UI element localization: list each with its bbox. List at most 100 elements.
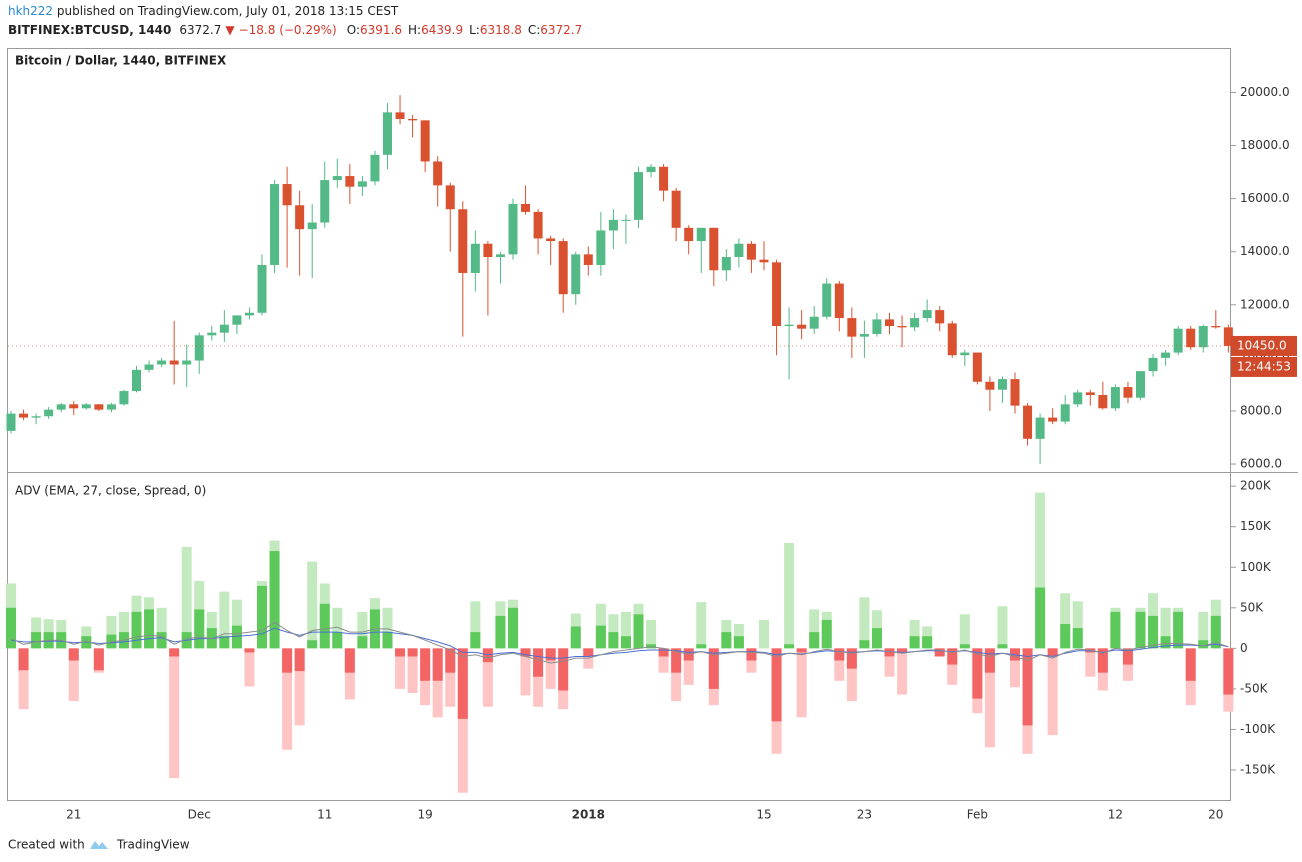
adv-bar [395, 648, 406, 689]
adv-bar [344, 648, 355, 673]
last-price-box [1231, 335, 1297, 356]
y-tick-label: 100K [1240, 560, 1272, 574]
author[interactable]: hkh222 [8, 4, 53, 18]
y-tick-label: 200K [1240, 479, 1272, 493]
candle-body [533, 211, 543, 239]
adv-bar [809, 632, 820, 649]
candle-body [558, 241, 568, 295]
adv-bar [169, 648, 180, 657]
adv-bar [721, 632, 732, 649]
candle-body [583, 254, 593, 265]
adv-bar [231, 625, 242, 649]
adv-bar [671, 648, 682, 673]
candle-body [94, 404, 104, 410]
candle-body [960, 352, 970, 356]
adv-bar [759, 619, 769, 649]
candle-body [169, 360, 179, 365]
adv-bar [1047, 648, 1058, 736]
adv-bar [558, 648, 569, 691]
candle-body [1110, 387, 1120, 409]
adv-bar [332, 632, 343, 649]
adv-bar [156, 632, 167, 649]
x-tick-label: Dec [188, 808, 211, 822]
adv-bar [282, 648, 293, 673]
adv-bar [282, 648, 293, 750]
adv-bar [382, 632, 393, 649]
candle-body [307, 222, 317, 230]
adv-bar [445, 648, 456, 673]
candle-body [119, 391, 129, 405]
candle-body [132, 369, 141, 392]
candle-body [1136, 371, 1145, 398]
y-tick-label: 8000.0 [1240, 403, 1282, 417]
candle-body [244, 312, 254, 316]
adv-bar [244, 648, 255, 687]
brand[interactable]: TradingView [116, 838, 190, 852]
adv-bar [93, 648, 104, 671]
adv-bar [1085, 648, 1096, 677]
adv-bar [1060, 624, 1071, 649]
adv-bar [570, 626, 581, 649]
adv-bar [1097, 648, 1108, 673]
main-pane-title: Bitcoin / Dollar, 1440, BITFINEX [15, 54, 227, 68]
adv-bar [470, 632, 481, 649]
adv-bar [520, 648, 531, 657]
symbol: BITFINEX:BTCUSD, 1440 [8, 23, 171, 37]
x-tick-label: 11 [317, 808, 332, 822]
candle-body [1073, 392, 1083, 405]
adv-bar [1210, 615, 1221, 649]
adv-bar [871, 628, 882, 649]
y-tick-label: 50K [1240, 600, 1264, 614]
candle-body [759, 259, 769, 263]
adv-bar [1160, 607, 1171, 649]
adv-bar [1148, 615, 1159, 649]
adv-bar [118, 611, 129, 649]
adv-bar [897, 648, 908, 653]
candle-body [746, 243, 756, 260]
adv-bar [169, 648, 180, 779]
y-tick-label: -100K [1240, 722, 1276, 736]
candle-body [282, 184, 292, 206]
adv-bar [984, 648, 995, 748]
adv-bar [608, 632, 619, 649]
adv-bar [796, 648, 807, 653]
last: 6372.7 [179, 23, 221, 37]
adv-bar [1122, 648, 1133, 665]
candle-body [6, 413, 16, 431]
adv-bar [231, 599, 242, 649]
candle-body [546, 238, 556, 242]
adv-bar [934, 648, 945, 657]
ohlc-value: 6372.7 [540, 23, 582, 37]
adv-bar [445, 648, 456, 707]
candle-body [721, 257, 731, 271]
candle-body [734, 243, 744, 258]
candle-body [859, 333, 869, 337]
adv-bar [784, 542, 795, 649]
adv-bar [319, 603, 330, 649]
candle-body [345, 176, 355, 187]
y-tick-label: 14000.0 [1240, 244, 1290, 258]
candle-body [1186, 328, 1196, 348]
candle-body [207, 332, 217, 336]
candle-body [1060, 404, 1070, 422]
adv-bar [407, 648, 418, 693]
candle-body [797, 324, 807, 329]
adv-bar [68, 648, 79, 661]
candle-body [822, 283, 832, 317]
candle-body [596, 230, 606, 265]
adv-bar [307, 640, 318, 649]
candle-body [194, 335, 204, 361]
adv-bar [784, 644, 795, 649]
adv-bar [1047, 648, 1058, 657]
candle-body [370, 154, 380, 182]
adv-bar [131, 611, 142, 649]
adv-bar [733, 636, 744, 649]
candle-body [458, 209, 468, 273]
adv-bar [897, 648, 908, 695]
adv-bar [646, 619, 657, 649]
candle-body [495, 254, 505, 258]
candle-body [320, 180, 330, 223]
candle-body [383, 112, 392, 155]
adv-bar [633, 614, 644, 649]
candle-body [1023, 405, 1033, 439]
